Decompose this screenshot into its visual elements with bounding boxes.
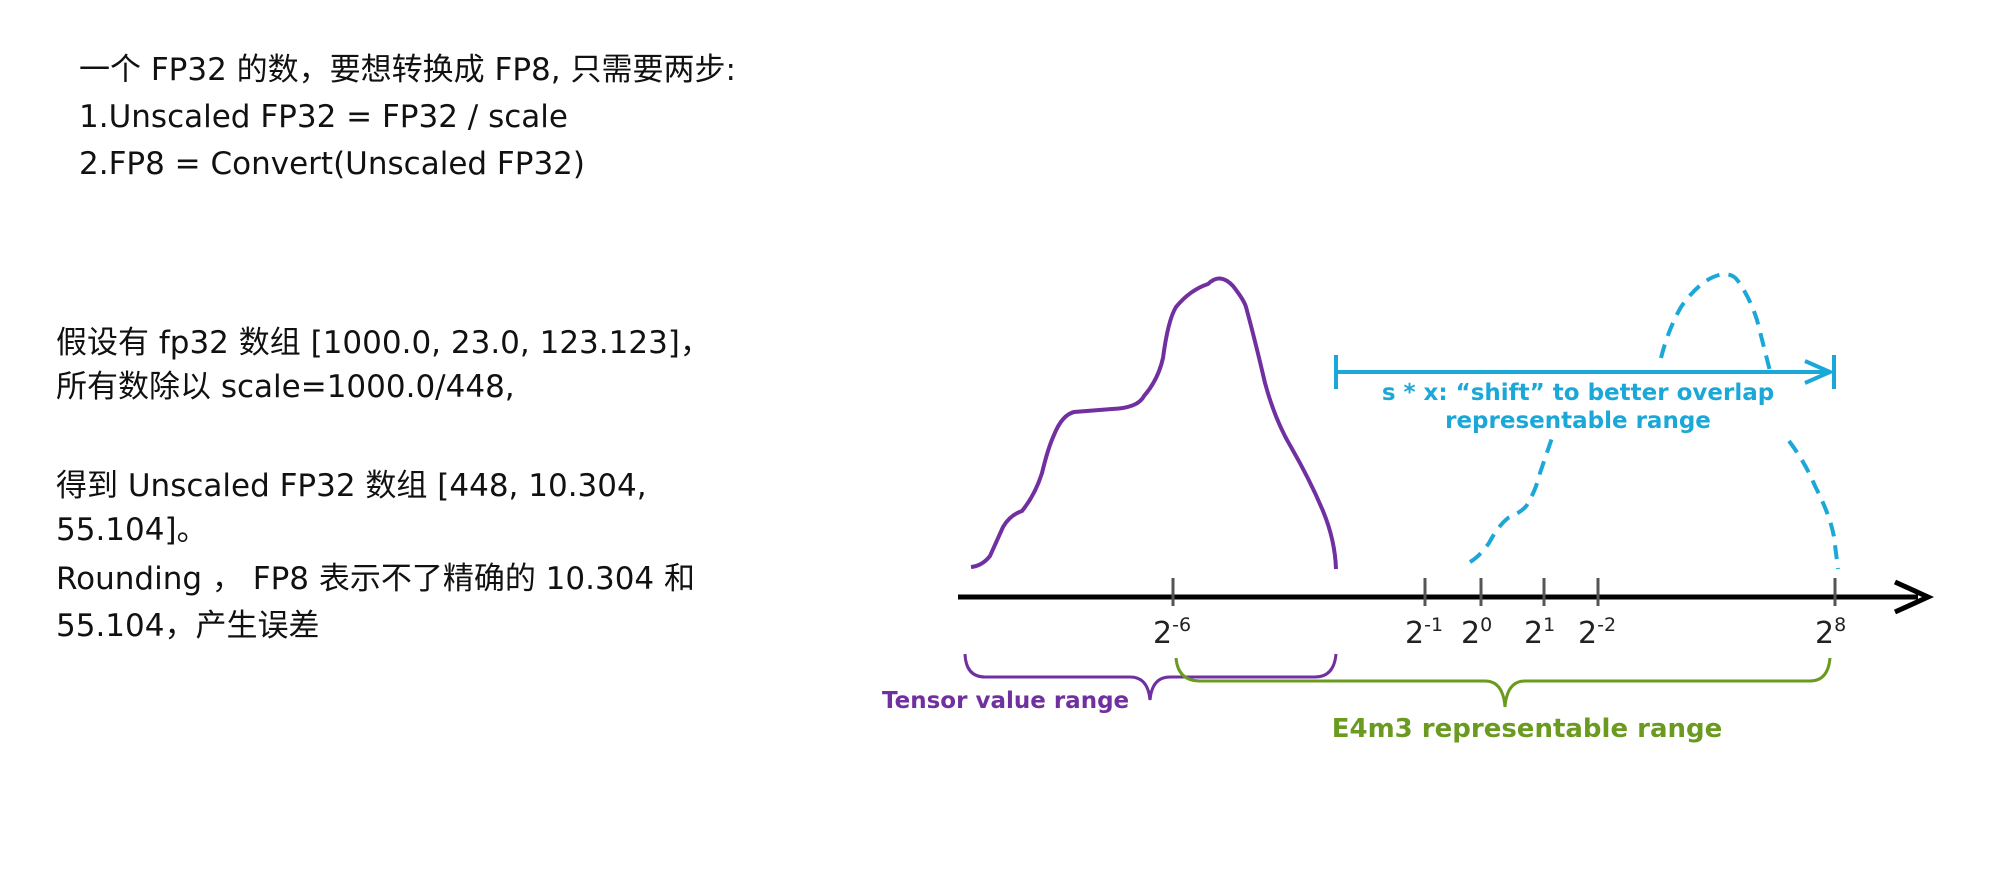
tick-base: 2 <box>1524 616 1543 651</box>
tick-exponent: 1 <box>1543 614 1555 636</box>
e4m3-brace <box>1174 657 1832 708</box>
tick-base: 2 <box>1153 616 1172 651</box>
tensor-distribution <box>970 276 1338 570</box>
tick-base: 2 <box>1461 616 1480 651</box>
example-line: 55.104，产生误差 <box>56 608 319 644</box>
axis-arrow <box>1893 579 1935 615</box>
example-line: 假设有 fp32 数组 [1000.0, 23.0, 123.123]， <box>56 325 711 361</box>
example-line: 55.104]。 <box>56 512 208 548</box>
shifted-distribution <box>1468 272 1840 570</box>
diagram: s * x: “shift” to better overlap represe… <box>882 272 1935 744</box>
tensor-label: Tensor value range <box>882 688 1129 714</box>
tick-exponent: -1 <box>1424 614 1443 636</box>
axis-ticks <box>1171 578 1837 606</box>
shift-arrow <box>1334 355 1836 389</box>
tensor-brace <box>963 653 1338 701</box>
tick-exponent: 8 <box>1834 614 1846 636</box>
tick-label: 21 <box>1524 614 1555 651</box>
tick-label: 2-1 <box>1405 614 1443 651</box>
shift-label: representable range <box>1445 408 1711 434</box>
step: 1.Unscaled FP32 = FP32 / scale <box>79 99 568 135</box>
tick-label: 2-6 <box>1153 614 1191 651</box>
example-line: 所有数除以 scale=1000.0/448, <box>56 369 515 405</box>
shift-label: s * x: “shift” to better overlap <box>1382 380 1774 406</box>
example-line: Rounding ， FP8 表示不了精确的 10.304 和 <box>56 561 695 597</box>
tick-base: 2 <box>1405 616 1424 651</box>
tick-label: 2-2 <box>1578 614 1616 651</box>
tick-base: 2 <box>1815 616 1834 651</box>
step: 2.FP8 = Convert(Unscaled FP32) <box>79 146 585 182</box>
tick-label: 20 <box>1461 614 1492 651</box>
intro-title: 一个 FP32 的数，要想转换成 FP8, 只需要两步: <box>79 52 736 88</box>
tick-exponent: -2 <box>1597 614 1616 636</box>
example-line: 得到 Unscaled FP32 数组 [448, 10.304, <box>56 468 647 504</box>
tick-exponent: -6 <box>1172 614 1191 636</box>
tick-exponent: 0 <box>1480 614 1492 636</box>
e4m3-label: E4m3 representable range <box>1332 714 1723 744</box>
tick-label: 28 <box>1815 614 1846 651</box>
tick-base: 2 <box>1578 616 1597 651</box>
